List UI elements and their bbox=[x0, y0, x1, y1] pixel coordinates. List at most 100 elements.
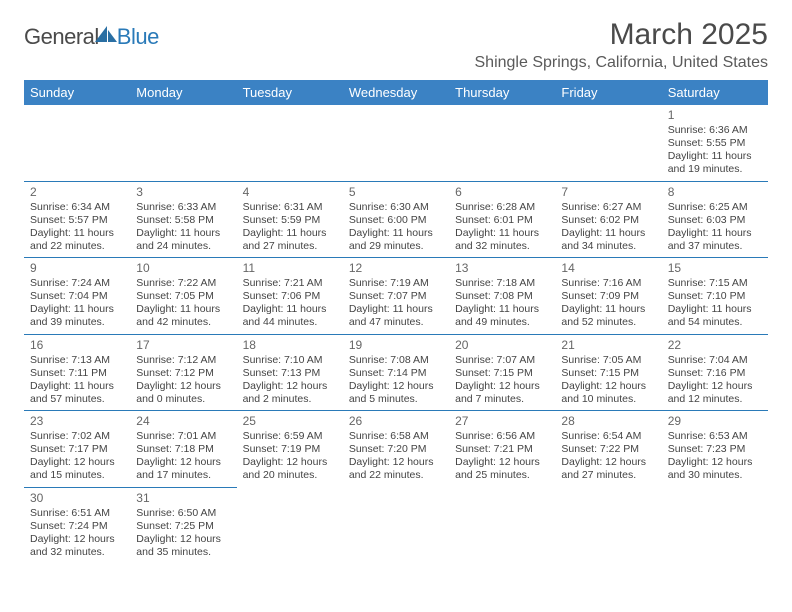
sunset-text: Sunset: 5:55 PM bbox=[668, 137, 762, 150]
daylight-text: Daylight: 11 hours and 42 minutes. bbox=[136, 303, 230, 329]
weekday-header: Tuesday bbox=[237, 80, 343, 105]
weekday-header-row: Sunday Monday Tuesday Wednesday Thursday… bbox=[24, 80, 768, 105]
sunrise-text: Sunrise: 6:56 AM bbox=[455, 430, 549, 443]
calendar-cell: 27Sunrise: 6:56 AMSunset: 7:21 PMDayligh… bbox=[449, 411, 555, 488]
sunrise-text: Sunrise: 7:01 AM bbox=[136, 430, 230, 443]
calendar-week-row: 2Sunrise: 6:34 AMSunset: 5:57 PMDaylight… bbox=[24, 181, 768, 258]
day-number: 2 bbox=[30, 185, 124, 200]
calendar-week-row: 23Sunrise: 7:02 AMSunset: 7:17 PMDayligh… bbox=[24, 411, 768, 488]
calendar-cell: 15Sunrise: 7:15 AMSunset: 7:10 PMDayligh… bbox=[662, 258, 768, 335]
daylight-text: Daylight: 12 hours and 5 minutes. bbox=[349, 380, 443, 406]
calendar-cell: 31Sunrise: 6:50 AMSunset: 7:25 PMDayligh… bbox=[130, 487, 236, 563]
sunrise-text: Sunrise: 6:59 AM bbox=[243, 430, 337, 443]
sunrise-text: Sunrise: 7:13 AM bbox=[30, 354, 124, 367]
daylight-text: Daylight: 11 hours and 44 minutes. bbox=[243, 303, 337, 329]
calendar-cell: 28Sunrise: 6:54 AMSunset: 7:22 PMDayligh… bbox=[555, 411, 661, 488]
calendar-cell: 6Sunrise: 6:28 AMSunset: 6:01 PMDaylight… bbox=[449, 181, 555, 258]
sunset-text: Sunset: 6:00 PM bbox=[349, 214, 443, 227]
day-number: 9 bbox=[30, 261, 124, 276]
day-number: 25 bbox=[243, 414, 337, 429]
logo-text-blue: Blue bbox=[117, 24, 159, 50]
calendar-cell: 14Sunrise: 7:16 AMSunset: 7:09 PMDayligh… bbox=[555, 258, 661, 335]
sunrise-text: Sunrise: 6:25 AM bbox=[668, 201, 762, 214]
sunset-text: Sunset: 7:05 PM bbox=[136, 290, 230, 303]
sunrise-text: Sunrise: 6:33 AM bbox=[136, 201, 230, 214]
day-number: 10 bbox=[136, 261, 230, 276]
day-number: 26 bbox=[349, 414, 443, 429]
sunrise-text: Sunrise: 7:02 AM bbox=[30, 430, 124, 443]
logo-text-general: General bbox=[24, 24, 99, 50]
sunrise-text: Sunrise: 7:21 AM bbox=[243, 277, 337, 290]
calendar-week-row: 30Sunrise: 6:51 AMSunset: 7:24 PMDayligh… bbox=[24, 487, 768, 563]
calendar-cell: 11Sunrise: 7:21 AMSunset: 7:06 PMDayligh… bbox=[237, 258, 343, 335]
sunrise-text: Sunrise: 6:53 AM bbox=[668, 430, 762, 443]
calendar-week-row: 1Sunrise: 6:36 AMSunset: 5:55 PMDaylight… bbox=[24, 105, 768, 181]
day-number: 29 bbox=[668, 414, 762, 429]
calendar-week-row: 16Sunrise: 7:13 AMSunset: 7:11 PMDayligh… bbox=[24, 334, 768, 411]
calendar-cell: 4Sunrise: 6:31 AMSunset: 5:59 PMDaylight… bbox=[237, 181, 343, 258]
sunset-text: Sunset: 5:58 PM bbox=[136, 214, 230, 227]
sunset-text: Sunset: 7:13 PM bbox=[243, 367, 337, 380]
sunrise-text: Sunrise: 7:05 AM bbox=[561, 354, 655, 367]
calendar-cell: 20Sunrise: 7:07 AMSunset: 7:15 PMDayligh… bbox=[449, 334, 555, 411]
sunrise-text: Sunrise: 6:30 AM bbox=[349, 201, 443, 214]
sunset-text: Sunset: 7:07 PM bbox=[349, 290, 443, 303]
sunrise-text: Sunrise: 7:07 AM bbox=[455, 354, 549, 367]
calendar-cell: 13Sunrise: 7:18 AMSunset: 7:08 PMDayligh… bbox=[449, 258, 555, 335]
day-number: 30 bbox=[30, 491, 124, 506]
day-number: 1 bbox=[668, 108, 762, 123]
sunset-text: Sunset: 7:21 PM bbox=[455, 443, 549, 456]
day-number: 8 bbox=[668, 185, 762, 200]
sunset-text: Sunset: 7:23 PM bbox=[668, 443, 762, 456]
day-number: 13 bbox=[455, 261, 549, 276]
daylight-text: Daylight: 12 hours and 2 minutes. bbox=[243, 380, 337, 406]
calendar-cell bbox=[130, 105, 236, 181]
sunset-text: Sunset: 5:57 PM bbox=[30, 214, 124, 227]
sunrise-text: Sunrise: 6:27 AM bbox=[561, 201, 655, 214]
calendar-cell bbox=[449, 105, 555, 181]
sunrise-text: Sunrise: 6:36 AM bbox=[668, 124, 762, 137]
calendar-cell bbox=[662, 487, 768, 563]
day-number: 16 bbox=[30, 338, 124, 353]
calendar-cell bbox=[24, 105, 130, 181]
daylight-text: Daylight: 11 hours and 32 minutes. bbox=[455, 227, 549, 253]
sunset-text: Sunset: 7:24 PM bbox=[30, 520, 124, 533]
weekday-header: Wednesday bbox=[343, 80, 449, 105]
sunset-text: Sunset: 7:12 PM bbox=[136, 367, 230, 380]
daylight-text: Daylight: 11 hours and 24 minutes. bbox=[136, 227, 230, 253]
sunset-text: Sunset: 7:10 PM bbox=[668, 290, 762, 303]
logo: General Blue bbox=[24, 24, 159, 50]
sunrise-text: Sunrise: 7:12 AM bbox=[136, 354, 230, 367]
calendar-cell bbox=[237, 105, 343, 181]
daylight-text: Daylight: 11 hours and 22 minutes. bbox=[30, 227, 124, 253]
sunrise-text: Sunrise: 7:22 AM bbox=[136, 277, 230, 290]
calendar-cell: 3Sunrise: 6:33 AMSunset: 5:58 PMDaylight… bbox=[130, 181, 236, 258]
sunrise-text: Sunrise: 6:28 AM bbox=[455, 201, 549, 214]
calendar-cell: 5Sunrise: 6:30 AMSunset: 6:00 PMDaylight… bbox=[343, 181, 449, 258]
sunset-text: Sunset: 7:06 PM bbox=[243, 290, 337, 303]
calendar-cell bbox=[237, 487, 343, 563]
daylight-text: Daylight: 12 hours and 20 minutes. bbox=[243, 456, 337, 482]
day-number: 14 bbox=[561, 261, 655, 276]
calendar-cell: 10Sunrise: 7:22 AMSunset: 7:05 PMDayligh… bbox=[130, 258, 236, 335]
daylight-text: Daylight: 12 hours and 35 minutes. bbox=[136, 533, 230, 559]
daylight-text: Daylight: 11 hours and 54 minutes. bbox=[668, 303, 762, 329]
sunrise-text: Sunrise: 7:18 AM bbox=[455, 277, 549, 290]
logo-sail-icon bbox=[93, 24, 119, 44]
sunset-text: Sunset: 7:15 PM bbox=[561, 367, 655, 380]
calendar-cell: 17Sunrise: 7:12 AMSunset: 7:12 PMDayligh… bbox=[130, 334, 236, 411]
calendar-cell bbox=[343, 487, 449, 563]
day-number: 12 bbox=[349, 261, 443, 276]
calendar-cell: 7Sunrise: 6:27 AMSunset: 6:02 PMDaylight… bbox=[555, 181, 661, 258]
daylight-text: Daylight: 12 hours and 32 minutes. bbox=[30, 533, 124, 559]
daylight-text: Daylight: 12 hours and 0 minutes. bbox=[136, 380, 230, 406]
sunset-text: Sunset: 7:04 PM bbox=[30, 290, 124, 303]
daylight-text: Daylight: 11 hours and 52 minutes. bbox=[561, 303, 655, 329]
calendar-cell: 9Sunrise: 7:24 AMSunset: 7:04 PMDaylight… bbox=[24, 258, 130, 335]
day-number: 21 bbox=[561, 338, 655, 353]
weekday-header: Sunday bbox=[24, 80, 130, 105]
daylight-text: Daylight: 11 hours and 57 minutes. bbox=[30, 380, 124, 406]
day-number: 6 bbox=[455, 185, 549, 200]
day-number: 31 bbox=[136, 491, 230, 506]
sunset-text: Sunset: 6:03 PM bbox=[668, 214, 762, 227]
